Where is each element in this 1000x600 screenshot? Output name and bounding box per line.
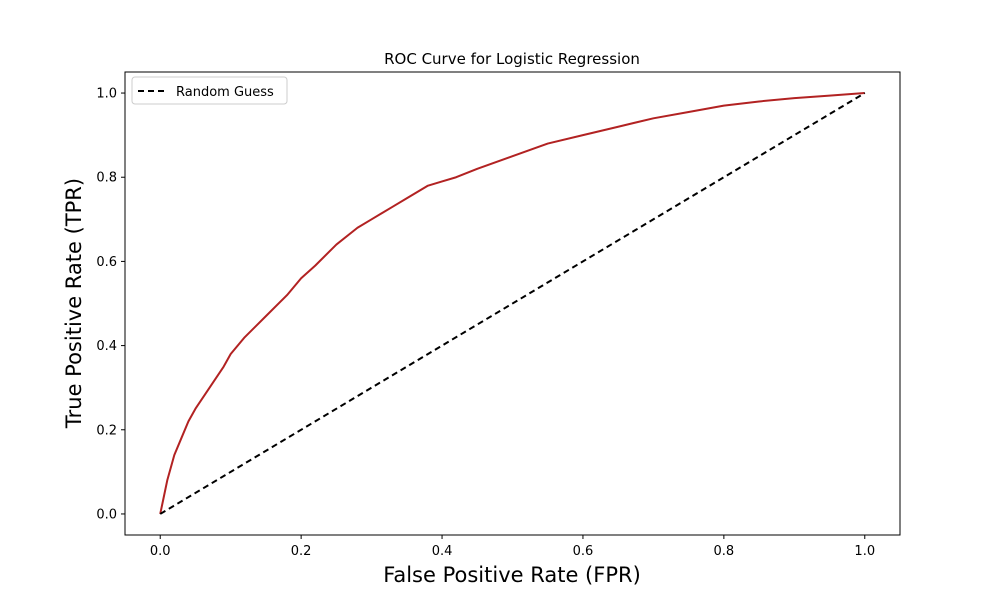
x-tick-label: 1.0	[854, 544, 875, 559]
y-tick-label: 0.6	[96, 255, 117, 270]
x-axis-label: False Positive Rate (FPR)	[383, 563, 641, 587]
y-tick-label: 0.8	[96, 171, 117, 186]
y-tick-label: 0.2	[96, 423, 117, 438]
y-tick-label: 0.0	[96, 507, 117, 522]
y-axis-label: True Positive Rate (TPR)	[62, 178, 86, 429]
series-line-random-guess	[159, 92, 866, 515]
y-axis: 0.0 0.2 0.4 0.6 0.8 1.0	[96, 87, 125, 522]
y-tick-label: 0.4	[96, 339, 117, 354]
series-layer	[159, 92, 866, 515]
x-tick-label: 0.6	[573, 544, 594, 559]
y-tick-label: 1.0	[96, 87, 117, 102]
x-axis: 0.0 0.2 0.4 0.6 0.8 1.0	[150, 535, 875, 559]
x-tick-label: 0.4	[432, 544, 453, 559]
x-tick-label: 0.8	[714, 544, 735, 559]
chart-title: ROC Curve for Logistic Regression	[384, 50, 640, 68]
x-tick-label: 0.0	[150, 544, 171, 559]
plot-border	[124, 71, 901, 536]
plot-area: 0.0 0.2 0.4 0.6 0.8 1.0 0.0 0.2 0.4 0.6 0.8 1.0	[96, 71, 901, 559]
x-tick-label: 0.2	[291, 544, 312, 559]
legend-label-random-guess: Random Guess	[176, 85, 274, 100]
series-line-0	[159, 92, 865, 515]
legend-box	[131, 76, 288, 105]
legend: Random Guess	[131, 76, 288, 105]
